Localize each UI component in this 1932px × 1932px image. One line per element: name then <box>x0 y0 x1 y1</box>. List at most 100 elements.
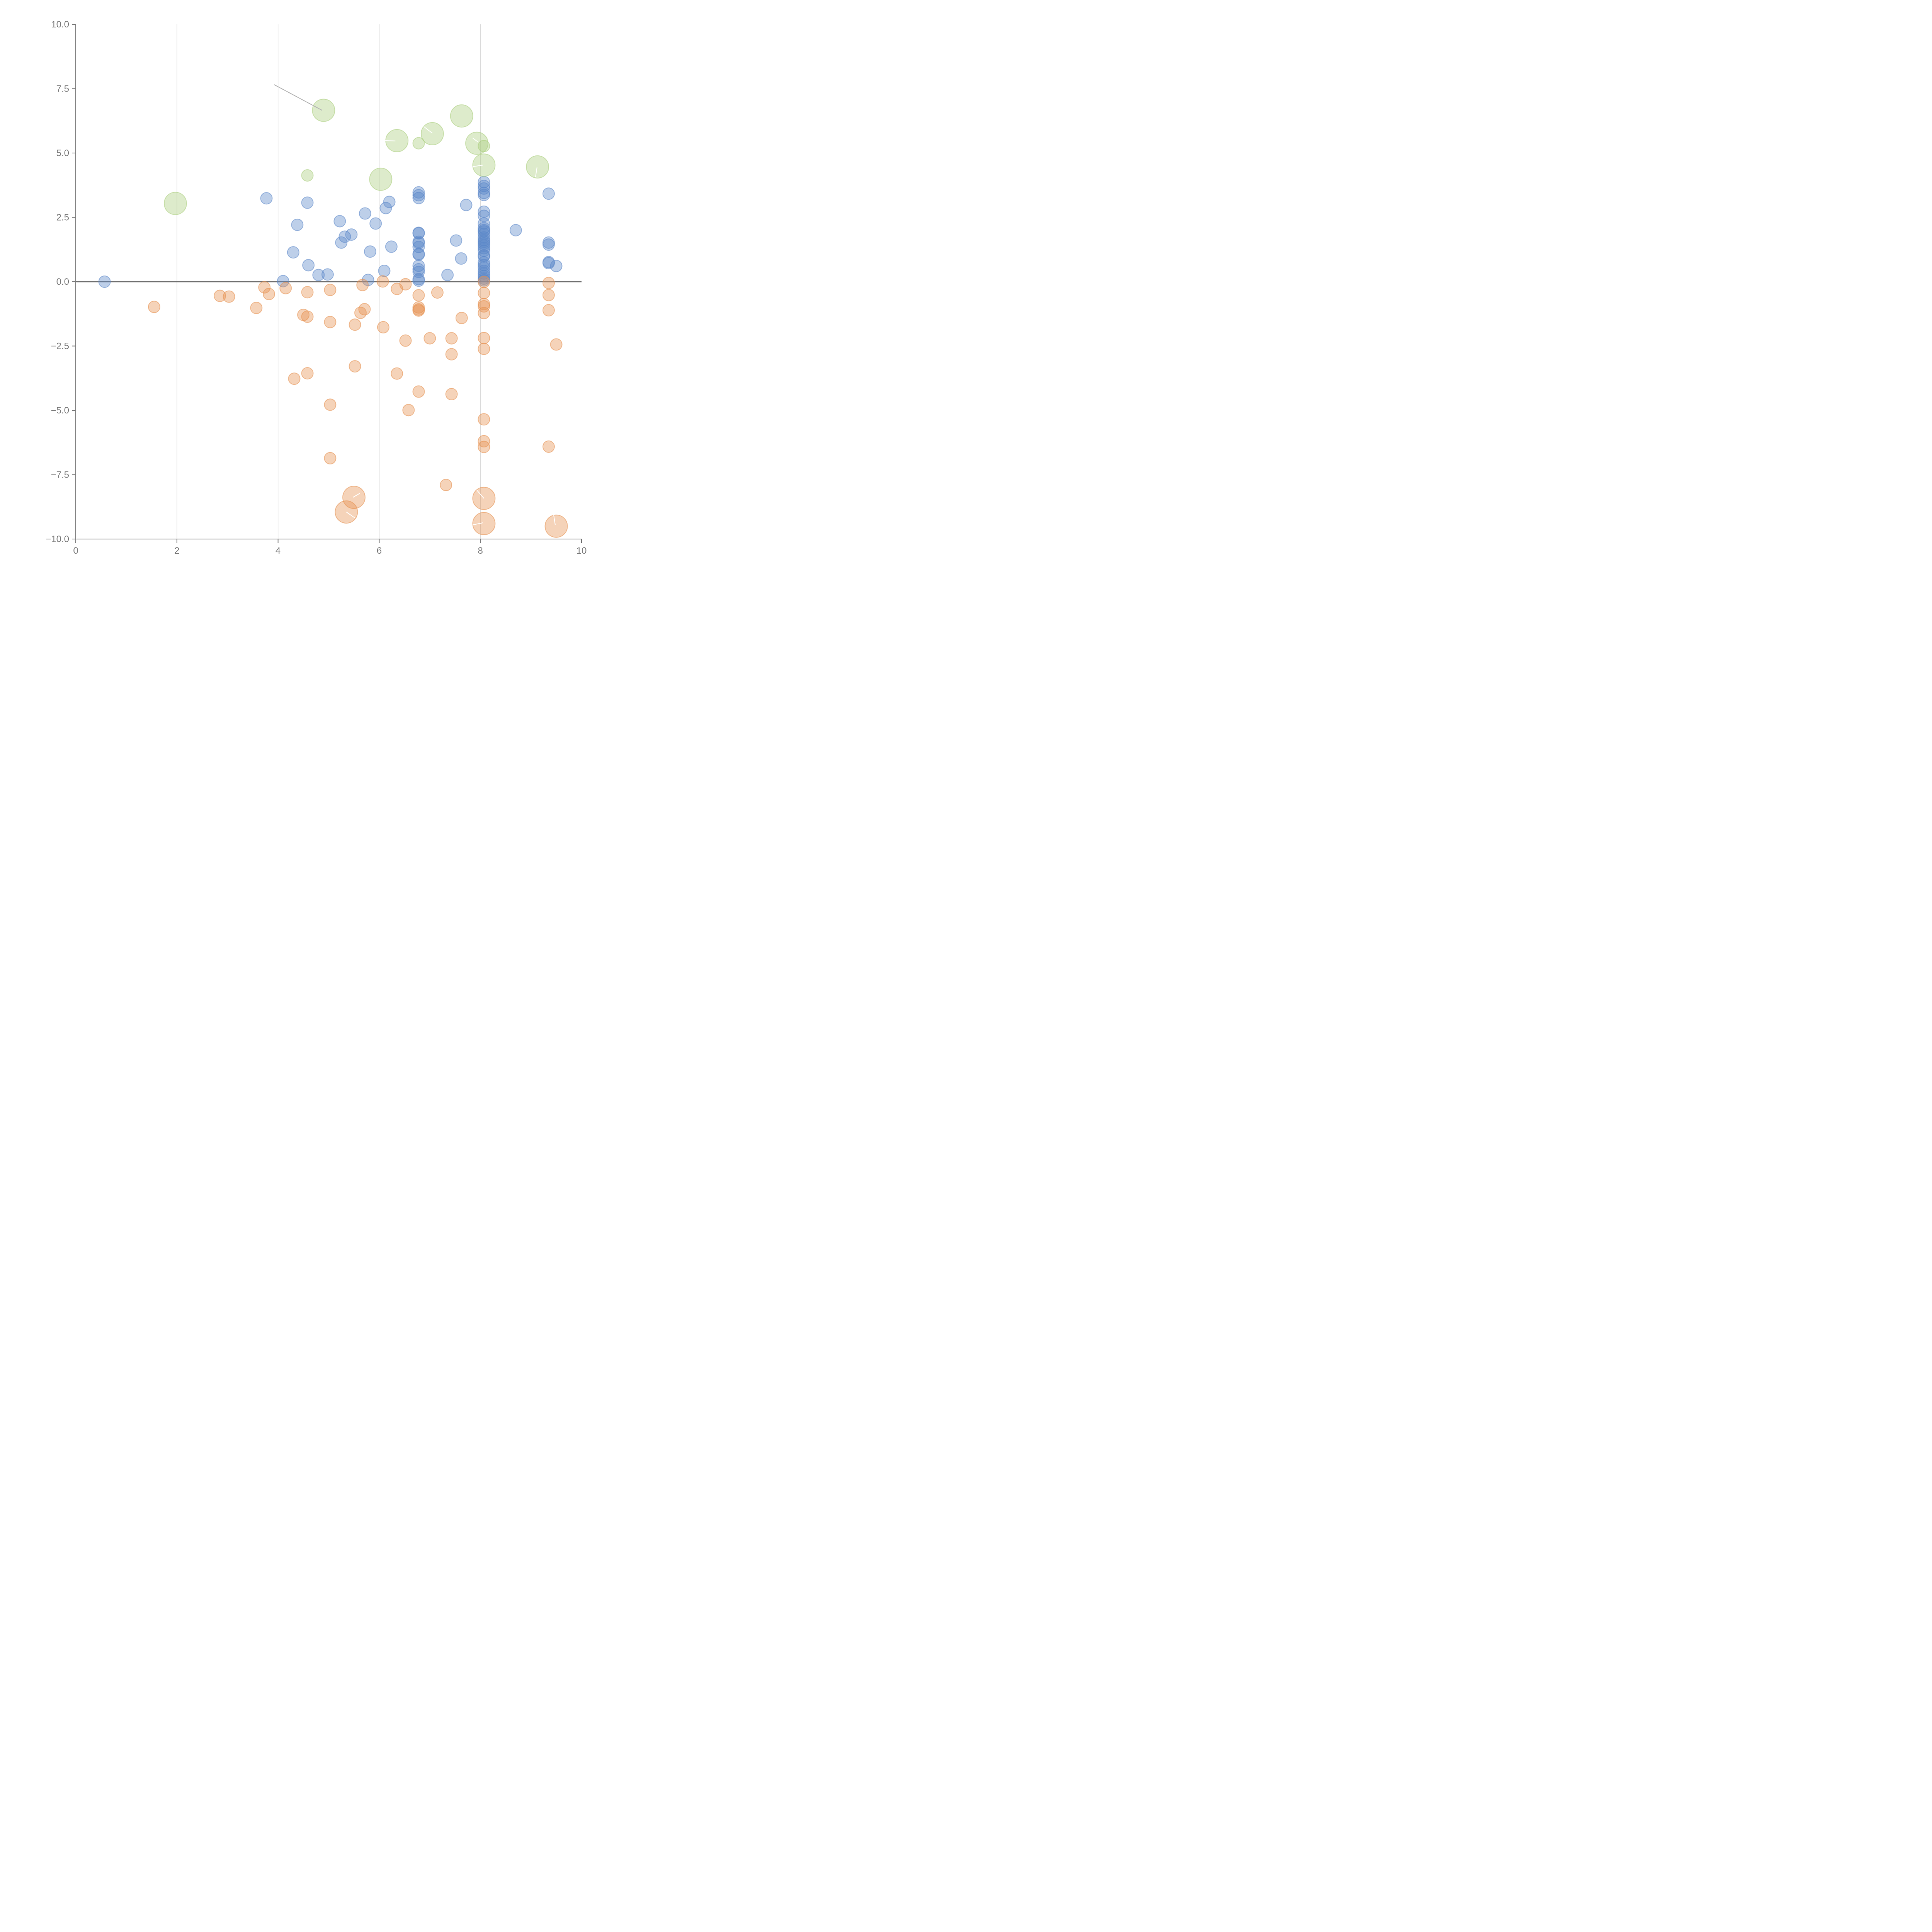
annotation-line <box>476 490 485 499</box>
data-point-blue <box>509 224 522 236</box>
data-point-orange <box>377 321 389 333</box>
scatter-chart: 0 2 4 6 8 10 10.0 7.5 5.0 2.5 0.0 −2.5 −5.0 −7.5 −10.… <box>46 19 587 556</box>
annotation-line <box>346 512 355 519</box>
data-point-orange <box>431 286 444 299</box>
data-point-orange <box>324 316 337 328</box>
data-point-blue <box>378 265 391 277</box>
data-point-blue <box>550 260 563 272</box>
data-point-blue <box>291 218 304 231</box>
data-point-blue <box>412 192 425 204</box>
data-point-orange <box>445 348 458 361</box>
data-point-orange <box>445 388 458 401</box>
data-point-green <box>163 192 187 215</box>
data-point-orange <box>478 276 490 288</box>
data-point-blue <box>542 257 555 270</box>
data-point-orange <box>324 398 337 411</box>
data-point-orange <box>542 440 555 453</box>
data-point-blue <box>478 239 490 252</box>
annotation-line <box>535 167 537 177</box>
y-tick-label: −10.0 <box>46 534 69 544</box>
x-axis-ticks: 0 2 4 6 8 10 <box>73 539 587 556</box>
data-point-orange <box>349 318 361 331</box>
data-point-orange <box>478 342 490 355</box>
data-point-blue <box>478 256 490 269</box>
data-point-orange <box>279 282 292 294</box>
annotation-line <box>472 138 479 143</box>
data-point-orange <box>412 304 425 317</box>
data-point-blue <box>335 236 348 249</box>
data-point-blue <box>302 259 315 272</box>
data-point-orange <box>412 385 425 398</box>
data-point-orange <box>542 304 555 316</box>
data-point-blue <box>412 227 425 240</box>
data-points <box>98 99 568 538</box>
data-point-blue <box>412 189 425 202</box>
data-point-orange <box>440 479 452 492</box>
data-point-orange <box>478 300 490 313</box>
x-tick-label: 10 <box>577 546 587 556</box>
data-point-orange <box>478 440 490 453</box>
data-point-orange <box>356 279 369 291</box>
data-point-orange <box>399 334 412 347</box>
data-point-blue <box>542 238 555 251</box>
data-point-blue <box>333 215 346 228</box>
data-point-orange <box>324 452 337 464</box>
data-point-blue <box>277 275 289 287</box>
data-point-orange <box>342 486 366 509</box>
data-point-orange <box>148 301 160 313</box>
annotation-line <box>274 84 322 111</box>
data-point-blue <box>369 217 382 230</box>
data-point-green <box>420 122 444 146</box>
y-tick-label: 2.5 <box>56 213 69 223</box>
data-point-blue <box>412 274 425 287</box>
annotation-line <box>473 165 483 167</box>
data-point-green <box>472 153 496 177</box>
data-point-blue <box>412 248 425 261</box>
data-point-blue <box>321 268 334 281</box>
annotation-line <box>352 493 361 498</box>
data-point-blue <box>379 202 392 214</box>
x-tick-label: 0 <box>73 546 78 556</box>
data-point-blue <box>345 228 358 241</box>
data-point-blue <box>385 240 398 253</box>
data-point-orange <box>550 338 563 351</box>
data-point-orange <box>301 310 314 323</box>
y-axis-ticks: 10.0 7.5 5.0 2.5 0.0 −2.5 −5.0 −7.5 −10.0 <box>46 19 76 544</box>
data-point-blue <box>412 265 425 278</box>
data-point-blue <box>450 234 463 247</box>
data-point-orange <box>478 332 490 344</box>
data-point-blue <box>287 246 299 259</box>
annotation-lines <box>274 84 556 526</box>
data-point-blue <box>301 196 314 209</box>
data-point-orange <box>478 287 490 299</box>
data-point-orange <box>324 284 337 296</box>
data-point-orange <box>542 289 555 301</box>
data-point-orange <box>223 290 235 303</box>
data-point-green <box>312 99 335 122</box>
data-point-orange <box>376 275 389 288</box>
x-tick-label: 2 <box>174 546 179 556</box>
data-point-blue <box>364 245 376 258</box>
data-point-orange <box>358 303 371 316</box>
data-point-orange <box>402 404 415 417</box>
data-point-green <box>301 169 314 182</box>
data-point-green <box>369 167 393 191</box>
y-tick-label: −2.5 <box>51 341 69 352</box>
data-point-orange <box>288 372 301 385</box>
data-point-green <box>526 155 549 179</box>
data-point-orange <box>263 287 276 300</box>
data-point-orange <box>412 289 425 302</box>
annotation-line <box>473 522 483 526</box>
x-tick-label: 6 <box>377 546 382 556</box>
data-point-orange <box>399 278 412 291</box>
annotation-line <box>553 515 556 525</box>
data-point-orange <box>349 360 361 373</box>
y-tick-label: 7.5 <box>56 84 69 94</box>
data-point-blue <box>455 252 468 265</box>
data-point-orange <box>301 286 314 299</box>
y-tick-label: −5.0 <box>51 405 69 416</box>
x-tick-label: 4 <box>276 546 281 556</box>
data-point-blue <box>478 267 490 280</box>
data-point-orange <box>544 514 568 538</box>
data-point-orange <box>423 332 436 345</box>
